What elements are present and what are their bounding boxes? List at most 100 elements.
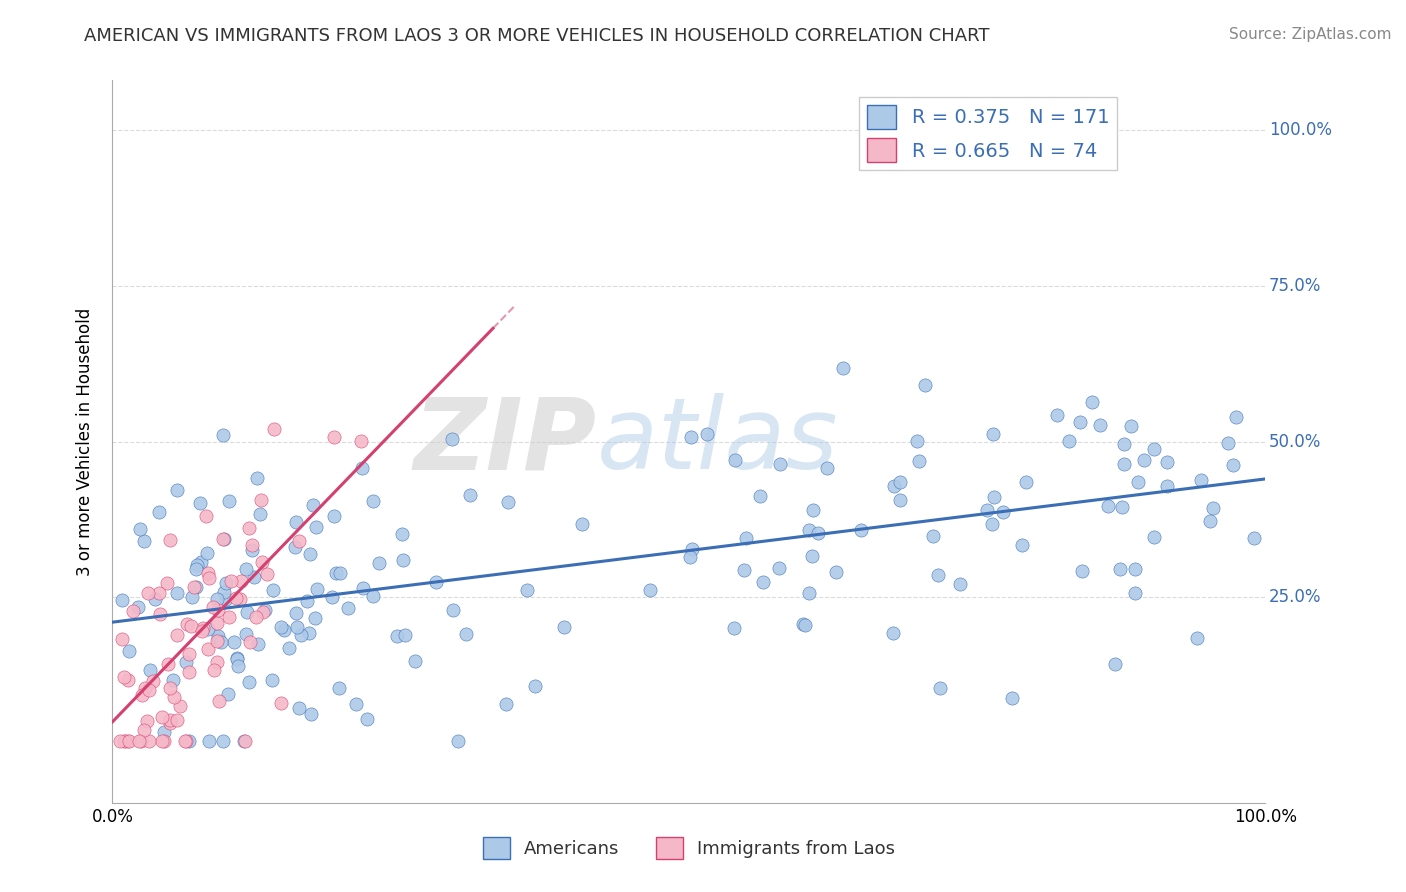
Point <box>1123 586 1146 600</box>
Point <box>352 581 374 595</box>
Point <box>1097 499 1119 513</box>
Point <box>217 687 239 701</box>
Point <box>218 493 240 508</box>
Point <box>1222 458 1244 472</box>
Point <box>235 627 257 641</box>
Point <box>889 475 911 489</box>
Point <box>190 624 212 638</box>
Point <box>285 515 308 529</box>
Point <box>166 483 188 498</box>
Point <box>295 594 318 608</box>
Point <box>209 635 232 649</box>
Point <box>118 644 141 658</box>
Point <box>392 553 415 567</box>
Point <box>150 733 173 747</box>
Point <box>299 547 322 561</box>
Point <box>136 714 159 729</box>
Point <box>1143 442 1166 457</box>
Point <box>981 516 1004 531</box>
Point <box>212 532 235 546</box>
Point <box>882 625 904 640</box>
Point <box>328 681 350 695</box>
Point <box>118 733 141 747</box>
Point <box>129 733 152 747</box>
Point <box>218 609 240 624</box>
Point <box>166 586 188 600</box>
Point <box>801 502 824 516</box>
Point <box>299 706 322 721</box>
Point <box>186 580 208 594</box>
Point <box>256 567 278 582</box>
Point <box>205 634 228 648</box>
Point <box>159 715 181 730</box>
Point <box>1156 479 1178 493</box>
Point <box>807 525 830 540</box>
Point <box>1046 408 1069 422</box>
Point <box>679 550 702 565</box>
Point <box>207 629 229 643</box>
Text: ZIP: ZIP <box>413 393 596 490</box>
Point <box>214 585 236 599</box>
Point <box>177 665 200 679</box>
Point <box>117 673 139 688</box>
Point <box>1119 419 1142 434</box>
Point <box>231 574 253 588</box>
Point <box>361 493 384 508</box>
Point <box>157 657 180 671</box>
Point <box>851 523 873 537</box>
Point <box>197 566 219 580</box>
Point <box>143 592 166 607</box>
Point <box>307 582 329 597</box>
Point <box>285 619 308 633</box>
Point <box>524 679 547 693</box>
Point <box>1225 410 1247 425</box>
Point <box>1114 458 1136 472</box>
Point <box>734 532 756 546</box>
Point <box>205 591 228 606</box>
Legend: Americans, Immigrants from Laos: Americans, Immigrants from Laos <box>475 830 903 866</box>
Point <box>323 508 346 523</box>
Point <box>1156 455 1178 469</box>
Point <box>350 434 373 448</box>
Point <box>240 538 263 552</box>
Point <box>1123 562 1146 576</box>
Point <box>212 427 235 442</box>
Point <box>174 733 197 747</box>
Point <box>131 688 153 702</box>
Point <box>387 629 409 643</box>
Point <box>681 542 703 557</box>
Point <box>425 574 447 589</box>
Point <box>163 690 186 704</box>
Point <box>1071 564 1094 578</box>
Point <box>242 570 264 584</box>
Point <box>169 698 191 713</box>
Point <box>198 733 221 747</box>
Point <box>238 674 260 689</box>
Point <box>205 655 228 669</box>
Point <box>495 697 517 711</box>
Point <box>927 568 949 582</box>
Point <box>1057 434 1080 448</box>
Point <box>922 529 945 543</box>
Point <box>156 576 179 591</box>
Point <box>1104 657 1126 672</box>
Point <box>205 616 228 631</box>
Point <box>239 634 262 648</box>
Point <box>454 627 477 641</box>
Point <box>215 591 238 606</box>
Point <box>222 635 245 649</box>
Point <box>356 712 378 726</box>
Point <box>914 377 936 392</box>
Point <box>929 681 952 695</box>
Point <box>235 562 257 576</box>
Point <box>221 574 243 588</box>
Point <box>571 516 593 531</box>
Point <box>138 682 160 697</box>
Point <box>949 577 972 591</box>
Point <box>235 605 257 619</box>
Point <box>226 652 249 666</box>
Point <box>177 647 200 661</box>
Point <box>114 733 136 747</box>
Point <box>1201 500 1223 515</box>
Point <box>159 681 181 695</box>
